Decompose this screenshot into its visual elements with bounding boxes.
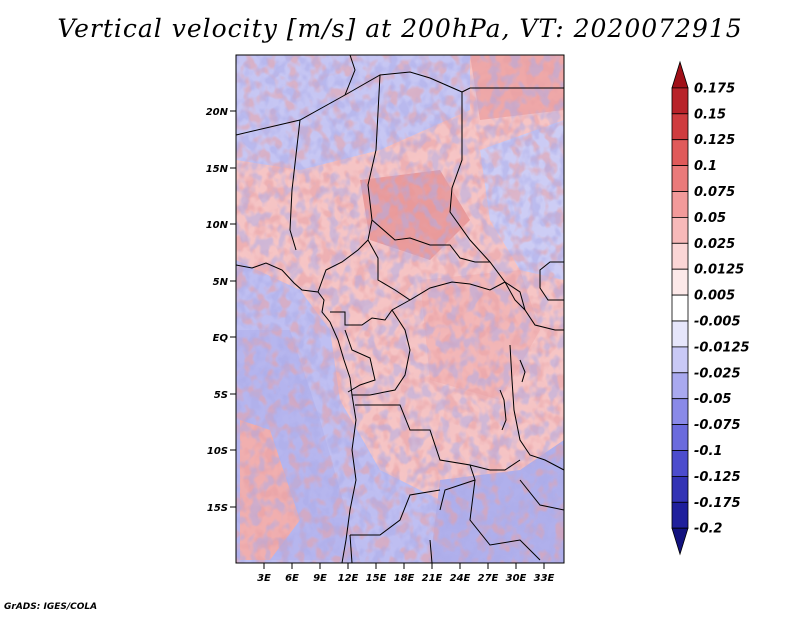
lat-label: 15N: [206, 164, 229, 175]
lon-label: 33E: [534, 573, 555, 584]
colorbar-label: -0.0125: [694, 340, 750, 355]
colorbar-label: -0.1: [694, 444, 722, 459]
chart-title: Vertical velocity [m/s] at 200hPa, VT: 2…: [57, 14, 743, 43]
lon-label: 15E: [366, 573, 387, 584]
colorbar-swatch: [671, 191, 689, 218]
colorbar-label: 0.1: [694, 159, 717, 174]
colorbar-label: -0.025: [694, 366, 741, 381]
colorbar-label: -0.175: [694, 496, 741, 511]
colorbar-swatch: [671, 242, 689, 270]
colorbar-swatch: [671, 398, 689, 426]
lon-label: 12E: [338, 573, 359, 584]
map-frame: [235, 54, 565, 564]
colorbar-swatch: [671, 216, 689, 244]
colorbar-bottom-triangle: [671, 527, 689, 556]
lon-label: 21E: [422, 573, 443, 584]
colorbar-label: 0.175: [694, 81, 735, 96]
colorbar-label: -0.05: [694, 392, 731, 407]
lat-label: 10N: [206, 220, 229, 231]
colorbar-label: 0.005: [694, 289, 735, 304]
colorbar-label: 0.0125: [694, 263, 744, 278]
velocity-field: [236, 55, 564, 563]
lon-label: 27E: [478, 573, 499, 584]
credit-label: GrADS: IGES/COLA: [4, 602, 98, 612]
colorbar-label: -0.005: [694, 315, 741, 330]
lat-label: 15S: [207, 503, 228, 514]
lon-label: 6E: [285, 573, 299, 584]
colorbar-label: -0.2: [694, 522, 722, 537]
lat-label: EQ: [213, 333, 229, 344]
colorbar-swatch: [671, 346, 689, 374]
colorbar-swatch: [671, 450, 689, 477]
colorbar-swatch: [671, 139, 689, 166]
colorbar-label: -0.125: [694, 470, 741, 485]
colorbar-swatch: [671, 372, 689, 400]
lon-label: 24E: [450, 573, 471, 584]
colorbar-swatch: [671, 294, 689, 322]
colorbar-swatch: [671, 165, 689, 192]
colorbar-swatch: [671, 87, 689, 115]
colorbar-top-triangle: [671, 60, 689, 89]
country-borders: [236, 55, 564, 563]
lon-label: 30E: [506, 573, 527, 584]
colorbar-label: 0.025: [694, 237, 735, 252]
lat-label: 20N: [206, 107, 229, 118]
colorbar-swatch: [671, 113, 689, 141]
lon-label: 9E: [313, 573, 327, 584]
colorbar-swatch: [671, 320, 689, 348]
colorbar-label: 0.075: [694, 185, 735, 200]
lat-label: 10S: [207, 446, 228, 457]
lon-label: 3E: [257, 573, 271, 584]
colorbar-swatch: [671, 475, 689, 503]
lat-label: 5S: [214, 390, 228, 401]
lon-label: 18E: [394, 573, 415, 584]
lat-label: 5N: [213, 277, 229, 288]
colorbar-swatch: [671, 268, 689, 296]
colorbar: 0.175 0.15 0.125 0.1 0.075 0.05 0.025 0.0125 0.0…: [671, 60, 750, 556]
colorbar-label: 0.05: [694, 211, 726, 226]
colorbar-swatch: [671, 424, 689, 451]
colorbar-label: 0.125: [694, 133, 735, 148]
colorbar-swatch: [671, 501, 689, 529]
colorbar-label: -0.075: [694, 418, 741, 433]
colorbar-label: 0.15: [694, 107, 726, 122]
